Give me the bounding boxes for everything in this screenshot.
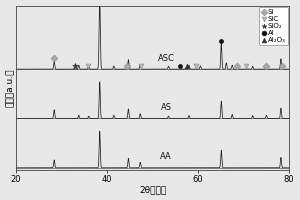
Text: AS: AS [161,103,172,112]
Text: AA: AA [160,152,172,161]
Y-axis label: 强度（a.u.）: 强度（a.u.） [6,69,15,107]
Legend: Si, SiC, SiO₂, Al, Al₂O₃: Si, SiC, SiO₂, Al, Al₂O₃ [259,7,288,45]
Text: ASC: ASC [158,54,175,63]
X-axis label: 2θ（度）: 2θ（度） [139,185,166,194]
